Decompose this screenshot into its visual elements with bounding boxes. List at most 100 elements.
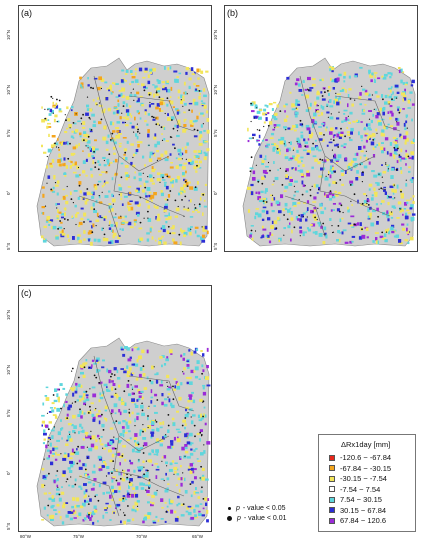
grid-cell: [171, 500, 174, 504]
grid-cell: [383, 186, 386, 189]
grid-cell: [386, 151, 389, 155]
grid-cell: [174, 215, 179, 218]
grid-cell: [82, 198, 85, 200]
grid-cell: [356, 170, 359, 174]
grid-cell: [271, 210, 275, 213]
grid-cell: [276, 124, 281, 127]
grid-cell: [190, 442, 194, 445]
grid-cell: [173, 436, 176, 441]
grid-cell: [270, 225, 275, 229]
grid-cell: [128, 485, 130, 489]
grid-cell: [62, 188, 65, 191]
significance-dot: [172, 127, 175, 130]
significance-dot: [47, 444, 49, 446]
grid-cell: [158, 241, 162, 245]
significance-dot: [194, 435, 196, 438]
grid-cell: [61, 475, 66, 477]
grid-cell: [381, 150, 384, 154]
grid-cell: [102, 237, 106, 242]
grid-cell: [328, 141, 333, 144]
grid-cell: [342, 229, 347, 232]
grid-cell: [139, 95, 143, 98]
grid-cell: [203, 156, 207, 161]
grid-cell: [101, 185, 104, 188]
significance-dot: [130, 92, 132, 94]
grid-cell: [176, 438, 181, 443]
significance-dot: [89, 405, 91, 408]
significance-dot: [167, 414, 170, 416]
grid-cell: [206, 365, 209, 369]
grid-cell: [151, 168, 155, 173]
grid-cell: [161, 133, 163, 135]
grid-cell: [48, 126, 52, 128]
grid-cell: [198, 510, 201, 513]
grid-cell: [264, 201, 267, 204]
grid-cell: [343, 119, 347, 122]
grid-cell: [167, 393, 171, 395]
grid-cell: [186, 142, 189, 146]
grid-cell: [302, 149, 307, 152]
grid-cell: [293, 147, 295, 150]
grid-cell: [181, 190, 186, 193]
grid-cell: [335, 194, 339, 197]
significance-dot: [391, 98, 393, 101]
grid-cell: [391, 230, 395, 234]
grid-cell: [198, 142, 203, 146]
grid-cell: [147, 74, 150, 79]
significance-dot: [103, 159, 105, 162]
grid-cell: [91, 149, 96, 151]
grid-cell: [323, 167, 326, 170]
grid-cell: [335, 158, 340, 161]
grid-cell: [289, 176, 292, 179]
grid-cell: [203, 105, 207, 109]
grid-cell: [282, 208, 285, 212]
significance-dot: [87, 135, 90, 138]
grid-cell: [398, 239, 402, 243]
grid-cell: [114, 82, 117, 86]
grid-cell: [50, 189, 54, 192]
grid-cell: [185, 376, 190, 379]
grid-cell: [157, 80, 161, 84]
grid-cell: [182, 419, 186, 423]
grid-cell: [176, 468, 179, 471]
grid-cell: [177, 96, 180, 99]
grid-cell: [392, 154, 396, 157]
significance-dot: [102, 429, 105, 431]
grid-cell: [103, 218, 106, 221]
grid-cell: [62, 504, 66, 509]
legend-range-label: -7.54 − 7.54: [340, 484, 381, 494]
significance-dot: [298, 214, 300, 217]
grid-cell: [128, 105, 132, 108]
significance-dot: [83, 221, 85, 223]
significance-dot: [111, 472, 113, 474]
grid-cell: [98, 195, 101, 199]
significance-dot: [142, 452, 145, 454]
grid-cell: [100, 436, 103, 438]
grid-cell: [72, 171, 77, 174]
grid-cell: [406, 201, 409, 204]
grid-cell: [178, 489, 181, 493]
significance-dot: [102, 447, 104, 449]
grid-cell: [90, 193, 93, 195]
grid-cell: [96, 86, 101, 91]
grid-cell: [394, 148, 398, 152]
significance-dot: [67, 157, 70, 160]
grid-cell: [249, 234, 252, 238]
grid-cell: [181, 446, 185, 451]
significance-dot: [162, 176, 164, 179]
grid-cell: [149, 155, 151, 159]
grid-cell: [379, 235, 384, 239]
grid-cell: [192, 399, 196, 404]
grid-cell: [200, 100, 204, 102]
grid-cell: [171, 232, 176, 235]
grid-cell: [106, 368, 109, 373]
grid-cell: [394, 141, 398, 145]
grid-cell: [297, 202, 301, 205]
grid-cell: [186, 360, 190, 362]
grid-cell: [170, 162, 173, 164]
grid-cell: [59, 231, 62, 234]
grid-cell: [299, 230, 303, 234]
grid-cell: [88, 447, 93, 452]
grid-cell: [136, 100, 139, 103]
grid-cell: [361, 139, 363, 142]
